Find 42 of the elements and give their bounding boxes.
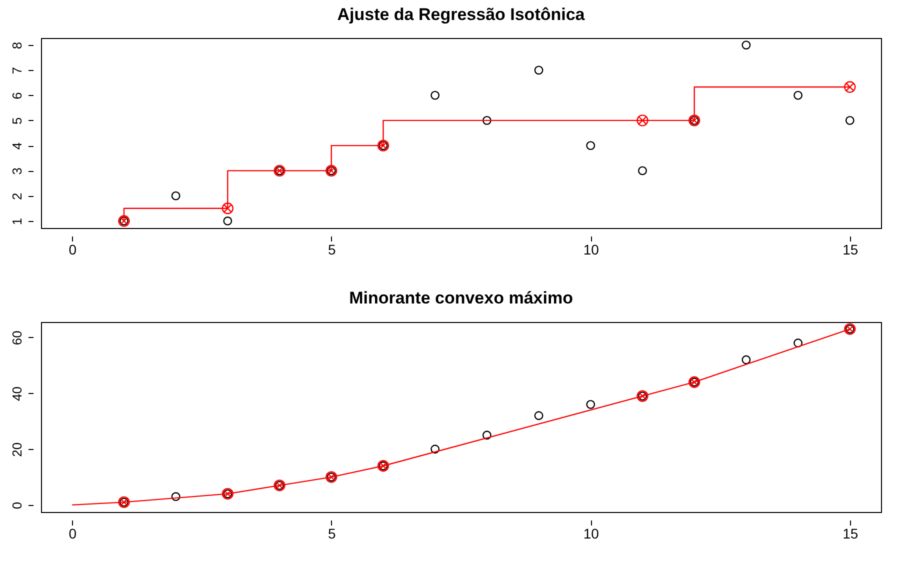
y-tick-label: 40 xyxy=(10,386,24,401)
x-tick-label: 15 xyxy=(842,526,858,542)
x-tick-label: 5 xyxy=(328,526,336,542)
y-tick-label: 4 xyxy=(10,142,24,150)
chart-title: Ajuste da Regressão Isotônica xyxy=(337,5,586,24)
point xyxy=(638,166,647,176)
y-tick-label: 2 xyxy=(10,192,24,200)
point xyxy=(534,411,544,420)
x-tick-label: 0 xyxy=(68,242,77,258)
point xyxy=(586,400,596,409)
point xyxy=(171,492,180,502)
x-tick-label: 15 xyxy=(842,242,858,258)
x-tick-label: 10 xyxy=(583,242,600,258)
point xyxy=(794,338,803,348)
point xyxy=(794,90,803,100)
point xyxy=(586,141,596,150)
x-tick-label: 10 xyxy=(583,526,600,542)
point xyxy=(742,355,751,364)
point xyxy=(430,444,440,454)
y-tick-label: 20 xyxy=(10,442,24,457)
point xyxy=(742,40,751,50)
point xyxy=(222,202,234,214)
point xyxy=(223,216,232,226)
chart-title: Minorante convexo máximo xyxy=(349,288,573,308)
y-tick-label: 5 xyxy=(10,117,24,125)
point xyxy=(171,191,180,200)
y-tick-label: 8 xyxy=(10,42,24,50)
point xyxy=(845,116,854,125)
y-tick-label: 0 xyxy=(10,502,24,510)
y-tick-label: 7 xyxy=(10,67,24,74)
point xyxy=(534,66,544,75)
point xyxy=(430,90,440,100)
x-tick-label: 0 xyxy=(68,526,77,542)
y-tick-label: 1 xyxy=(10,218,24,226)
y-tick-label: 6 xyxy=(10,92,24,100)
point xyxy=(636,114,648,126)
y-tick-label: 3 xyxy=(10,168,24,175)
x-tick-label: 5 xyxy=(328,242,336,258)
point xyxy=(844,81,856,93)
y-tick-label: 60 xyxy=(10,330,24,346)
point xyxy=(482,116,492,125)
point xyxy=(482,430,492,440)
